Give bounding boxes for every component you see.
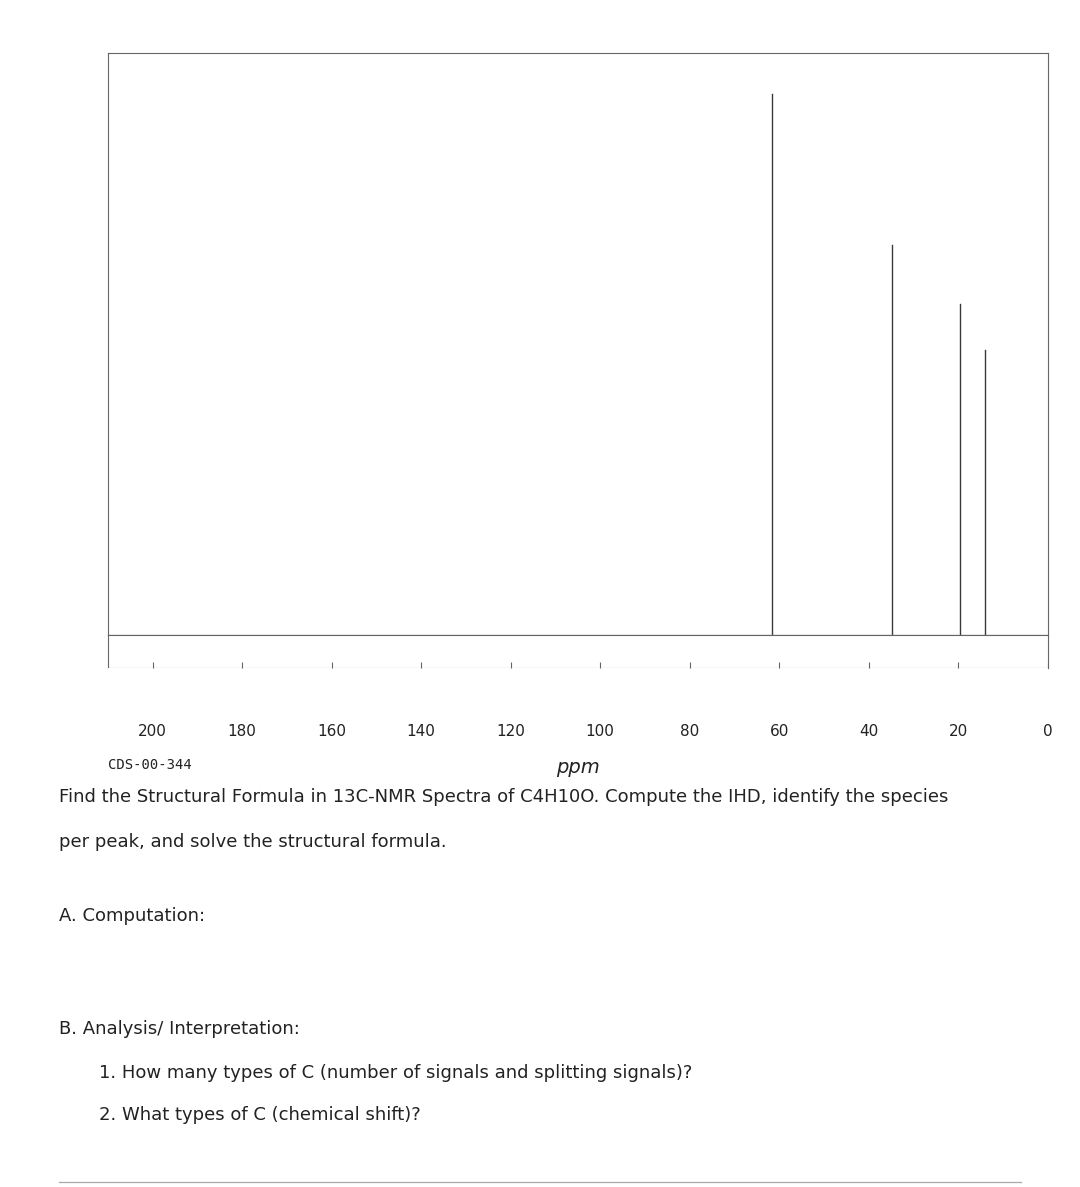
Text: Find the Structural Formula in 13C-NMR Spectra of C4H10O. Compute the IHD, ident: Find the Structural Formula in 13C-NMR S… bbox=[59, 788, 948, 806]
Text: CDS-00-344: CDS-00-344 bbox=[108, 758, 192, 773]
Text: per peak, and solve the structural formula.: per peak, and solve the structural formu… bbox=[59, 833, 447, 851]
Text: 1. How many types of C (number of signals and splitting signals)?: 1. How many types of C (number of signal… bbox=[76, 1064, 692, 1081]
Text: B. Analysis/ Interpretation:: B. Analysis/ Interpretation: bbox=[59, 1020, 300, 1037]
Text: 2. What types of C (chemical shift)?: 2. What types of C (chemical shift)? bbox=[76, 1106, 420, 1124]
Text: ppm: ppm bbox=[556, 758, 599, 777]
Text: A. Computation:: A. Computation: bbox=[59, 907, 205, 925]
